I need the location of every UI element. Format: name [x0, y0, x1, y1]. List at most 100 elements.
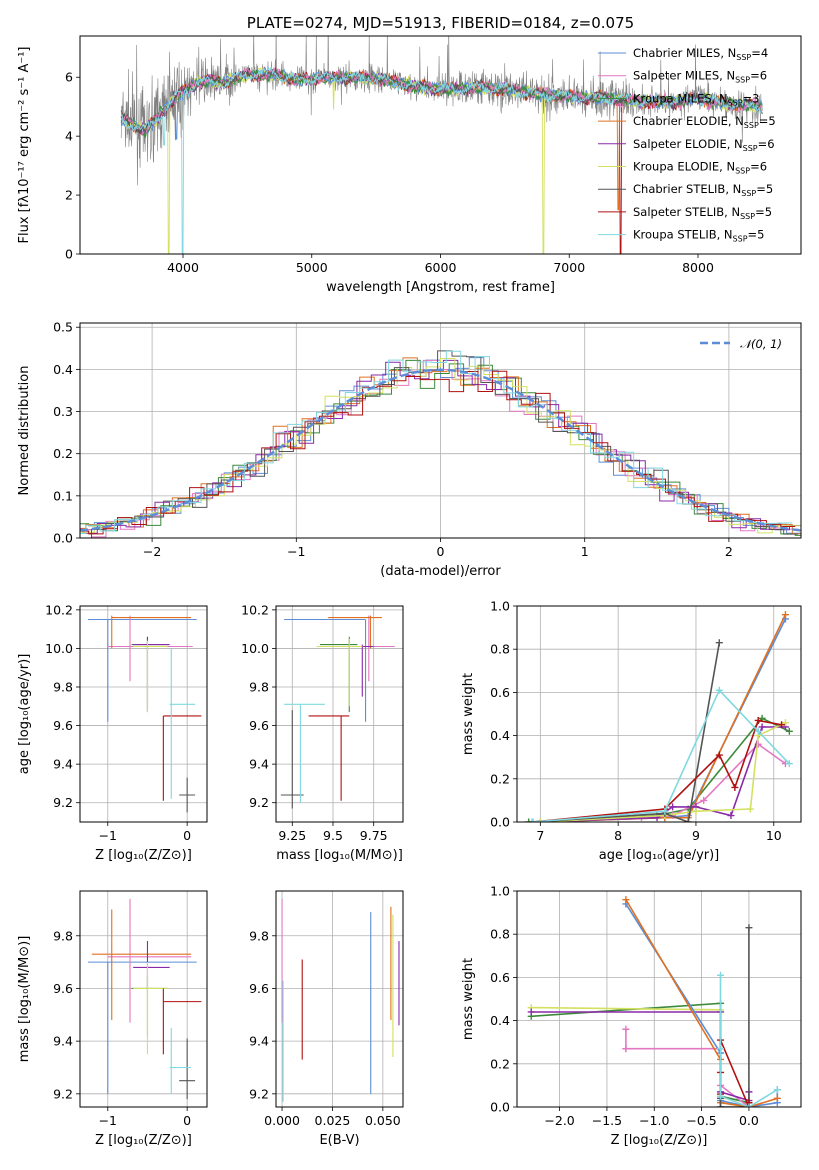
- y-tick-label: 0.2: [490, 1056, 510, 1071]
- errorbar-chabrier-stelib: [179, 1038, 196, 1100]
- x-axis-label: Z [log₁₀(Z/Z⊙)]: [95, 848, 192, 863]
- data-point-marker: [785, 760, 793, 768]
- legend-suffix: =3: [743, 91, 760, 105]
- legend-subscript: SSP: [743, 144, 758, 153]
- y-tick-label: 9.6: [249, 981, 269, 996]
- y-tick-label: 0.4: [490, 728, 510, 743]
- x-axis-label: E(B-V): [319, 1133, 359, 1148]
- data-point-marker: [731, 783, 739, 791]
- y-tick-label: 9.4: [53, 757, 73, 772]
- errorbar-chabrier-stelib: [179, 777, 196, 813]
- plot-area-residuals: [80, 350, 801, 538]
- legend-subscript: SSP: [733, 235, 748, 244]
- axes-weight_vs_Z: −2.0 −1.5 −1.0 −0.5 0.0 0.0 0.2 0.4 0.6 0.8 1.0 Z […: [461, 884, 802, 1148]
- y-tick-label: 6: [65, 70, 73, 85]
- errorbar-salpeter-stelib: [162, 988, 202, 1055]
- x-tick-label: 0.050: [365, 1113, 401, 1128]
- plot-area-mass_vs_Z: [87, 898, 202, 1100]
- y-tick-label: 9.8: [249, 928, 269, 943]
- y-axis-label: age [log₁₀(age/yr)]: [17, 654, 32, 775]
- data-point-marker: [700, 796, 708, 804]
- y-tick-label: 9.2: [53, 795, 73, 810]
- y-tick-label: 9.6: [53, 981, 73, 996]
- y-tick-label: 0.0: [490, 815, 510, 830]
- legend-subscript: SSP: [741, 189, 756, 198]
- legend-subscript: SSP: [736, 53, 751, 62]
- y-tick-label: 0.2: [53, 446, 73, 461]
- x-tick-label: 10: [766, 828, 782, 843]
- x-tick-label: 0.000: [264, 1113, 300, 1128]
- x-tick-label: 0: [183, 1113, 191, 1128]
- x-tick-label: −1.0: [639, 1113, 669, 1128]
- axes-frame: [275, 890, 404, 1108]
- legend-suffix: =5: [748, 228, 765, 242]
- legend-suffix: =5: [759, 114, 776, 128]
- y-tick-label: 0.0: [53, 531, 73, 546]
- y-tick-label: 0.4: [490, 1013, 510, 1028]
- errorbar-kroupa-stelib: [169, 648, 196, 799]
- data-point-marker: [536, 818, 544, 822]
- errorbar-salpeter-miles: [107, 898, 192, 1023]
- legend-suffix: =5: [755, 205, 772, 219]
- data-point-marker: [773, 1094, 781, 1102]
- y-tick-label: 9.6: [53, 718, 73, 733]
- legend-subscript: SSP: [744, 121, 759, 130]
- y-tick-label: 0.8: [490, 642, 510, 657]
- x-axis-label: Z [log₁₀(Z/Z⊙)]: [95, 1133, 192, 1148]
- series-line: [532, 642, 721, 822]
- errorbar-kroupa-stelib: [284, 703, 325, 803]
- series-kroupa-stelib: [529, 686, 793, 822]
- data-point-marker: [717, 971, 725, 979]
- x-tick-label: −1.5: [592, 1113, 622, 1128]
- axes-age_vs_Z: −1 0 9.2 9.4 9.6 9.8 10.0 10.2 Z [log₁₀(Z/Z⊙)] ag…: [17, 602, 208, 863]
- data-point-marker: [745, 1103, 753, 1107]
- y-tick-label: 1.0: [490, 884, 510, 899]
- errorbar-kroupa-elodie: [316, 638, 363, 707]
- y-tick-label: 0.3: [53, 404, 73, 419]
- legend-label: Salpeter STELIB, N: [633, 205, 740, 219]
- errorbar-chabrier-elodie: [91, 909, 192, 1021]
- y-tick-label: 10.0: [241, 641, 269, 656]
- axes-residuals: 𝒩(0, 1) −2 −1 0 1 2 0.0 0.1 0.2 0.3 0.4 0.5 (data-mo…: [17, 320, 802, 579]
- plot-area-age_vs_Z: [87, 615, 202, 813]
- legend-subscript: SSP: [735, 76, 750, 85]
- y-axis-label: mass weight: [461, 958, 476, 1040]
- data-point-marker: [754, 716, 762, 724]
- plot-area-spectrum: [120, 36, 763, 254]
- y-tick-label: 0.8: [490, 927, 510, 942]
- axes-frame: [79, 890, 208, 1108]
- y-tick-label: 10.2: [241, 602, 269, 617]
- legend-label: Kroupa MILES, N: [633, 91, 728, 105]
- x-axis-label: mass [log₁₀(M/M⊙)]: [276, 848, 403, 863]
- legend-subscript: SSP: [735, 167, 750, 176]
- data-point-marker: [781, 719, 789, 727]
- data-point-marker: [785, 727, 793, 735]
- legend-suffix: =6: [758, 137, 775, 151]
- x-tick-label: −1: [287, 544, 305, 559]
- legend-label: Chabrier MILES, N: [633, 46, 736, 60]
- y-tick-label: 9.6: [249, 718, 269, 733]
- data-point-marker: [746, 805, 754, 813]
- legend-label: Chabrier STELIB, N: [633, 182, 741, 196]
- axes-weight_vs_age: 7 8 9 10 0.0 0.2 0.4 0.6 0.8 1.0 age [log₁₀(age/yr…: [461, 599, 802, 863]
- series-line: [532, 719, 782, 822]
- y-tick-label: 0.6: [490, 970, 510, 985]
- normal-curve: [80, 368, 801, 532]
- y-axis-label: Flux [fλ10⁻¹⁷ erg cm⁻² s⁻¹ A⁻¹]: [17, 47, 32, 244]
- errorbar-salpeter-stelib: [308, 715, 350, 801]
- axes-frame: [516, 890, 802, 1108]
- y-tick-label: 0.0: [490, 1100, 510, 1115]
- y-tick-label: 0.6: [490, 685, 510, 700]
- y-tick-label: 9.8: [249, 680, 269, 695]
- legend-label: Kroupa STELIB, N: [633, 228, 733, 242]
- legend-entry: 𝒩(0, 1): [740, 337, 782, 351]
- errorbar-chabrier-elodie: [111, 615, 192, 649]
- y-tick-label: 9.4: [249, 757, 269, 772]
- x-tick-label: 4000: [167, 260, 199, 275]
- x-axis-label: Z [log₁₀(Z/Z⊙)]: [611, 1133, 708, 1148]
- legend-entry: Salpeter STELIB, NSSP=5: [633, 205, 772, 221]
